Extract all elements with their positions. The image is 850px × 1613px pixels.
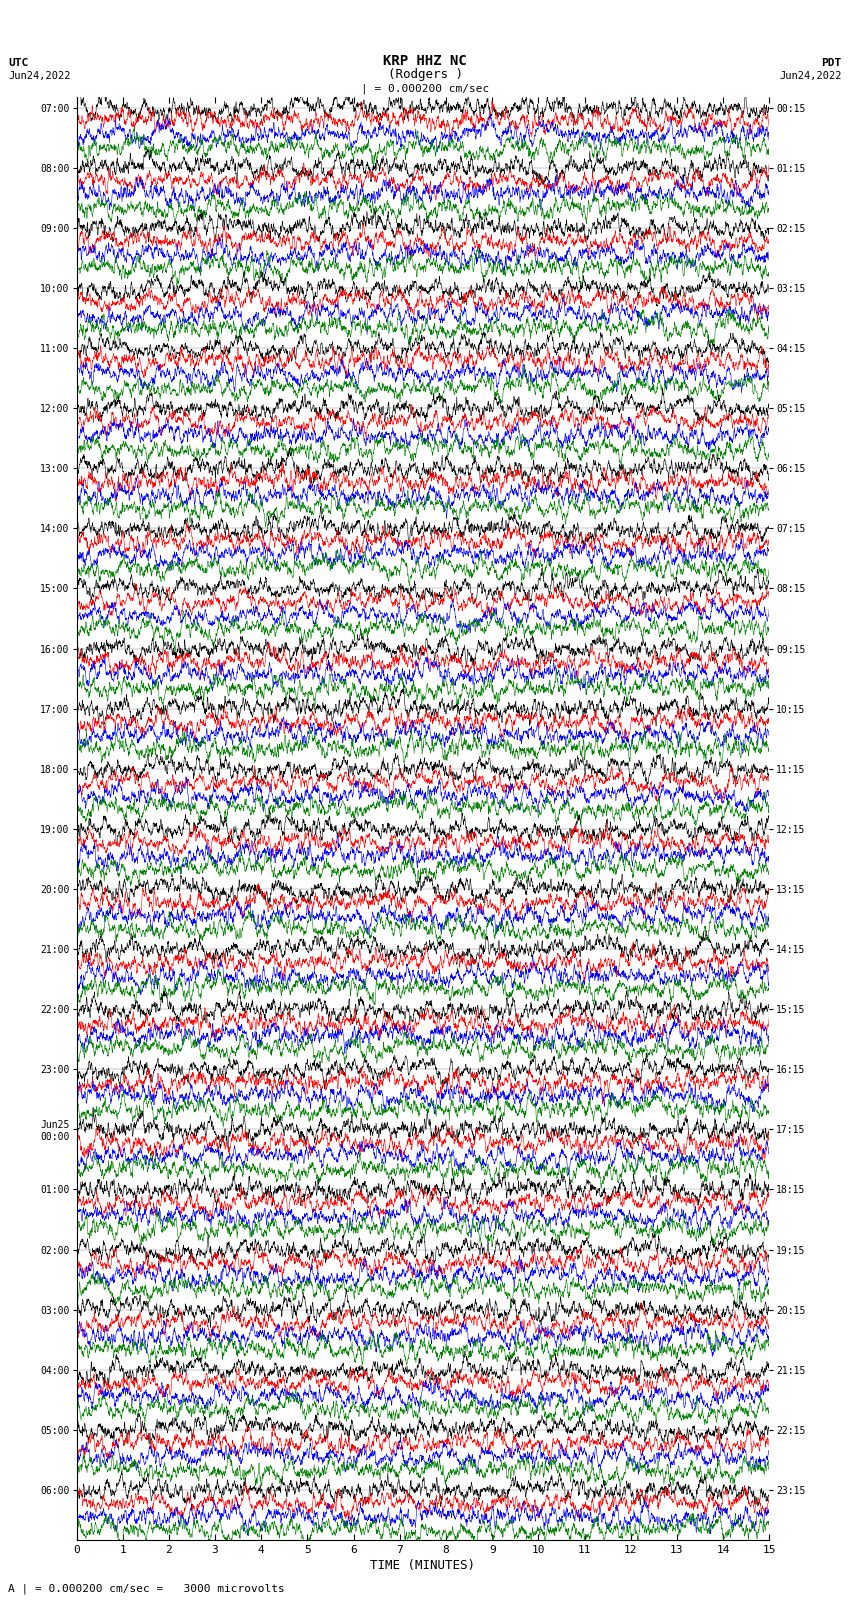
Text: UTC: UTC (8, 58, 29, 68)
Text: A | = 0.000200 cm/sec =   3000 microvolts: A | = 0.000200 cm/sec = 3000 microvolts (8, 1582, 286, 1594)
Text: | = 0.000200 cm/sec: | = 0.000200 cm/sec (361, 82, 489, 94)
Text: Jun24,2022: Jun24,2022 (779, 71, 842, 81)
Text: (Rodgers ): (Rodgers ) (388, 68, 462, 81)
Text: KRP HHZ NC: KRP HHZ NC (383, 53, 467, 68)
Text: PDT: PDT (821, 58, 842, 68)
Text: Jun24,2022: Jun24,2022 (8, 71, 71, 81)
X-axis label: TIME (MINUTES): TIME (MINUTES) (371, 1560, 475, 1573)
